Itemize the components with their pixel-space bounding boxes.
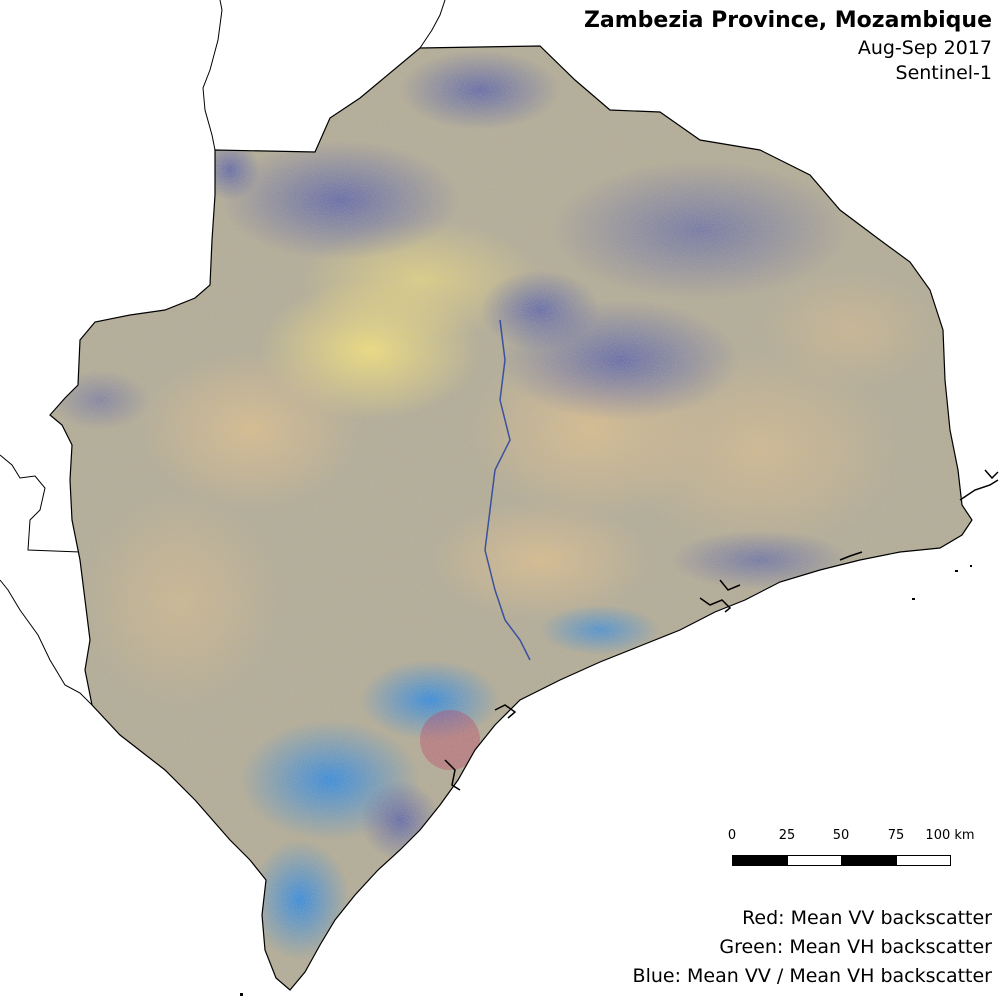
scale-label: 0 — [727, 828, 737, 843]
estuary-marks — [444, 469, 999, 791]
scale-segment — [896, 855, 951, 866]
scale-segment — [841, 855, 897, 866]
map-title-block: Zambezia Province, Mozambique Aug-Sep 20… — [584, 6, 992, 86]
map-date: Aug-Sep 2017 — [857, 37, 992, 59]
scale-segment — [787, 855, 842, 866]
scale-bar: 0 25 50 75 100 km — [718, 828, 978, 878]
province-boundary — [49, 45, 973, 991]
legend-green: Green: Mean VH backscatter — [719, 936, 992, 958]
northwest-boundary-line — [202, 0, 223, 151]
scale-label: 75 — [887, 828, 905, 843]
map-title: Zambezia Province, Mozambique — [583, 8, 992, 33]
legend-red: Red: Mean VV backscatter — [742, 907, 992, 929]
scale-label: 25 — [778, 828, 796, 843]
west-boundary-line — [0, 454, 81, 553]
legend-blue: Blue: Mean VV / Mean VH backscatter — [632, 965, 992, 987]
river-line — [484, 319, 511, 621]
islands — [240, 565, 972, 996]
scale-label: 50 — [832, 828, 850, 843]
map-sensor: Sentinel-1 — [895, 62, 992, 84]
southwest-boundary-line — [0, 579, 93, 706]
river-line — [504, 619, 531, 661]
northeast-boundary-line — [419, 0, 446, 49]
neighbour-boundaries — [0, 0, 446, 706]
scale-label: 100 km — [925, 828, 975, 843]
band-legend: Red: Mean VV backscatter Green: Mean VH … — [633, 904, 992, 991]
scale-segment — [732, 855, 788, 866]
